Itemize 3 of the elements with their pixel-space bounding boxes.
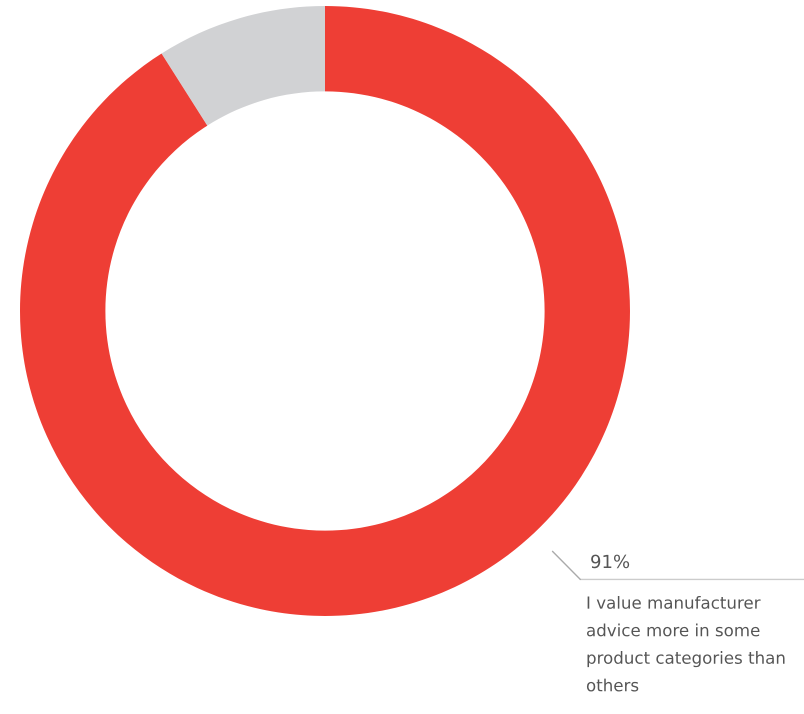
slice-label: I value manufacturer advice more in some product categories than others	[586, 596, 785, 692]
data-label: 91%	[591, 554, 630, 568]
donut-slice	[162, 6, 325, 126]
